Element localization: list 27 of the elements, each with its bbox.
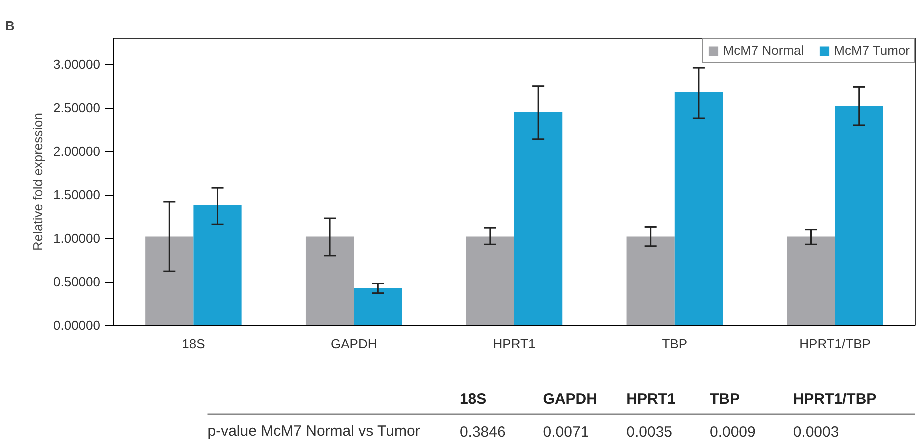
x-tick-label: GAPDH [330,336,378,352]
legend-label: McM7 Normal [723,43,804,58]
text: 0.0071 [543,424,590,441]
category-label: TBP [710,391,740,408]
x-tick-label: 18S [182,336,206,352]
x-tick-label: TBP [662,336,688,352]
y-tick-label: 2.50000 [54,100,101,116]
text: 0.0003 [793,424,840,441]
y-tick-label: 0.00000 [54,318,101,333]
category-label: HPRT1/TBP [793,391,877,408]
x-tick-label: HPRT1 [493,336,536,352]
text: p-value McM7 Normal vs Tumor [208,423,420,440]
x-tick-label: HPRT1/TBP [800,336,871,352]
y-tick-label: 2.00000 [54,144,101,160]
chart-title: B [6,18,15,34]
y-tick-label: 3.00000 [54,57,101,72]
category-label: GAPDH [543,391,598,408]
y-axis-title: Relative fold expression [30,112,46,252]
y-tick-label: 1.00000 [54,231,101,246]
y-tick-label: 0.50000 [54,274,101,290]
legend-label: McM7 Tumor [834,43,910,58]
text: 0.0035 [626,424,673,441]
y-tick-label: 1.50000 [54,188,101,203]
category-label: 18S [460,391,487,408]
category-label: HPRT1 [626,391,676,408]
text: 0.3846 [460,424,506,441]
text: 0.0009 [710,424,756,441]
